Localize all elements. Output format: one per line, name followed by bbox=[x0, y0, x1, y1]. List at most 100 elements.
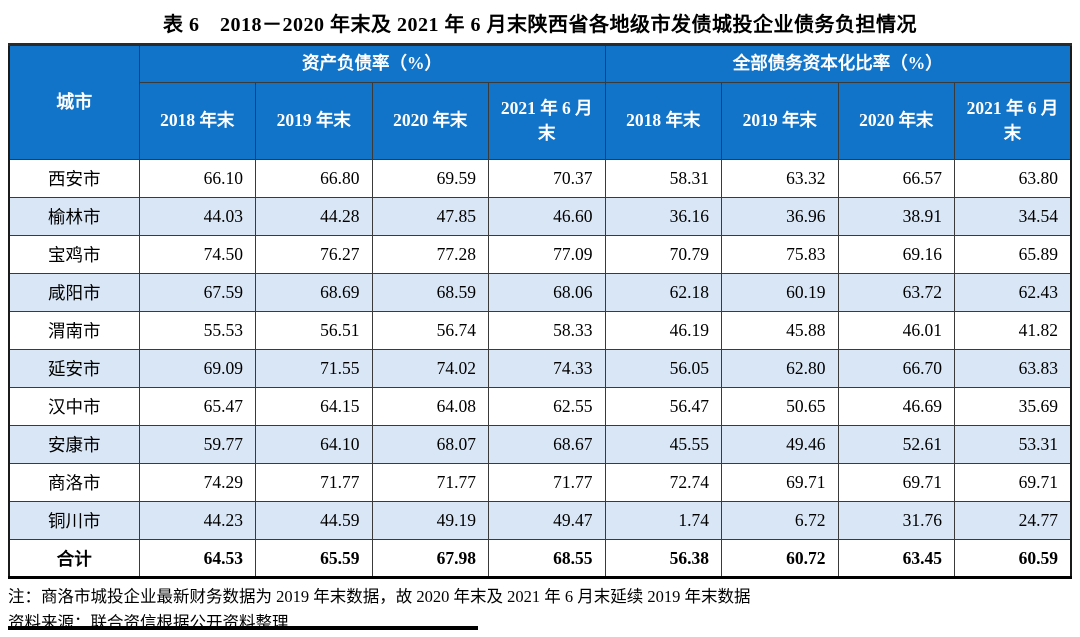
city-cell: 西安市 bbox=[8, 159, 140, 198]
period-header-dc-3: 2021 年 6 月末 bbox=[954, 82, 1072, 160]
table-row-7: 安康市 59.77 64.10 68.07 68.67 45.55 49.46 52.61 53… bbox=[8, 425, 1072, 464]
value-cell: 49.46 bbox=[721, 425, 839, 464]
value-cell: 62.18 bbox=[604, 273, 722, 312]
city-cell: 渭南市 bbox=[8, 311, 140, 350]
value-cell: 47.85 bbox=[371, 197, 489, 236]
value-cell: 63.32 bbox=[721, 159, 839, 198]
value-cell: 59.77 bbox=[138, 425, 256, 464]
value-cell: 63.72 bbox=[837, 273, 955, 312]
value-cell: 46.19 bbox=[604, 311, 722, 350]
value-cell: 38.91 bbox=[837, 197, 955, 236]
period-header-al-3: 2021 年 6 月末 bbox=[488, 82, 606, 160]
debt-burden-table: 城市 资产负债率（%） 全部债务资本化比率（%） 2018 年末 2019 年末 2… bbox=[8, 43, 1072, 579]
value-cell: 56.38 bbox=[604, 539, 722, 579]
city-cell: 宝鸡市 bbox=[8, 235, 140, 274]
value-cell: 76.27 bbox=[255, 235, 373, 274]
value-cell: 68.55 bbox=[488, 539, 606, 579]
value-cell: 69.59 bbox=[371, 159, 489, 198]
value-cell: 62.80 bbox=[721, 349, 839, 388]
table-row-5: 延安市 69.09 71.55 74.02 74.33 56.05 62.80 66.70 63… bbox=[8, 349, 1072, 388]
city-cell: 商洛市 bbox=[8, 463, 140, 502]
table-row-2: 宝鸡市 74.50 76.27 77.28 77.09 70.79 75.83 69.16 65… bbox=[8, 235, 1072, 274]
value-cell: 74.29 bbox=[138, 463, 256, 502]
table-header: 城市 资产负债率（%） 全部债务资本化比率（%） 2018 年末 2019 年末 2… bbox=[8, 44, 1072, 160]
table-row-total: 合计 64.53 65.59 67.98 68.55 56.38 60.72 63.45 60.… bbox=[8, 539, 1072, 579]
value-cell: 60.72 bbox=[721, 539, 839, 579]
group-header-debt-capitalization-ratio: 全部债务资本化比率（%） bbox=[604, 44, 1072, 83]
value-cell: 68.69 bbox=[255, 273, 373, 312]
value-cell: 58.31 bbox=[604, 159, 722, 198]
value-cell: 65.59 bbox=[255, 539, 373, 579]
value-cell: 69.09 bbox=[138, 349, 256, 388]
group-header-asset-liability-ratio: 资产负债率（%） bbox=[138, 44, 606, 83]
value-cell: 65.89 bbox=[954, 235, 1072, 274]
value-cell: 34.54 bbox=[954, 197, 1072, 236]
value-cell: 63.45 bbox=[837, 539, 955, 579]
value-cell: 62.55 bbox=[488, 387, 606, 426]
source-line: 资料来源：联合资信根据公开资料整理 bbox=[8, 613, 289, 633]
value-cell: 77.09 bbox=[488, 235, 606, 274]
value-cell: 53.31 bbox=[954, 425, 1072, 464]
value-cell: 69.71 bbox=[721, 463, 839, 502]
value-cell: 62.43 bbox=[954, 273, 1072, 312]
value-cell: 60.59 bbox=[954, 539, 1072, 579]
value-cell: 45.88 bbox=[721, 311, 839, 350]
value-cell: 49.47 bbox=[488, 501, 606, 540]
city-cell: 汉中市 bbox=[8, 387, 140, 426]
value-cell: 69.71 bbox=[837, 463, 955, 502]
note-line: 注：商洛市城投企业最新财务数据为 2019 年末数据，故 2020 年末及 20… bbox=[8, 587, 751, 606]
value-cell: 77.28 bbox=[371, 235, 489, 274]
period-header-al-2: 2020 年末 bbox=[371, 82, 489, 160]
value-cell: 74.02 bbox=[371, 349, 489, 388]
period-header-al-1: 2019 年末 bbox=[255, 82, 373, 160]
value-cell: 70.79 bbox=[604, 235, 722, 274]
table-row-3: 咸阳市 67.59 68.69 68.59 68.06 62.18 60.19 63.72 62… bbox=[8, 273, 1072, 312]
value-cell: 69.71 bbox=[954, 463, 1072, 502]
city-column-header: 城市 bbox=[8, 44, 140, 160]
value-cell: 60.19 bbox=[721, 273, 839, 312]
value-cell: 41.82 bbox=[954, 311, 1072, 350]
group-header-row: 城市 资产负债率（%） 全部债务资本化比率（%） bbox=[8, 44, 1072, 160]
value-cell: 46.60 bbox=[488, 197, 606, 236]
value-cell: 66.80 bbox=[255, 159, 373, 198]
value-cell: 64.08 bbox=[371, 387, 489, 426]
value-cell: 74.33 bbox=[488, 349, 606, 388]
value-cell: 74.50 bbox=[138, 235, 256, 274]
value-cell: 68.06 bbox=[488, 273, 606, 312]
value-cell: 6.72 bbox=[721, 501, 839, 540]
value-cell: 46.69 bbox=[837, 387, 955, 426]
value-cell: 66.10 bbox=[138, 159, 256, 198]
table-row-8: 商洛市 74.29 71.77 71.77 71.77 72.74 69.71 69.71 69… bbox=[8, 463, 1072, 502]
period-header-dc-0: 2018 年末 bbox=[604, 82, 722, 160]
value-cell: 56.05 bbox=[604, 349, 722, 388]
value-cell: 50.65 bbox=[721, 387, 839, 426]
value-cell: 58.33 bbox=[488, 311, 606, 350]
value-cell: 56.47 bbox=[604, 387, 722, 426]
value-cell: 65.47 bbox=[138, 387, 256, 426]
bottom-divider bbox=[8, 626, 478, 630]
value-cell: 46.01 bbox=[837, 311, 955, 350]
period-header-dc-1: 2019 年末 bbox=[721, 82, 839, 160]
city-cell: 铜川市 bbox=[8, 501, 140, 540]
period-header-al-0: 2018 年末 bbox=[138, 82, 256, 160]
value-cell: 71.55 bbox=[255, 349, 373, 388]
value-cell: 64.10 bbox=[255, 425, 373, 464]
value-cell: 70.37 bbox=[488, 159, 606, 198]
value-cell: 36.16 bbox=[604, 197, 722, 236]
value-cell: 69.16 bbox=[837, 235, 955, 274]
value-cell: 44.03 bbox=[138, 197, 256, 236]
value-cell: 56.74 bbox=[371, 311, 489, 350]
value-cell: 36.96 bbox=[721, 197, 839, 236]
table-body: 西安市 66.10 66.80 69.59 70.37 58.31 63.32 66.57 63… bbox=[8, 159, 1072, 579]
value-cell: 66.57 bbox=[837, 159, 955, 198]
value-cell: 71.77 bbox=[255, 463, 373, 502]
value-cell: 67.59 bbox=[138, 273, 256, 312]
value-cell: 71.77 bbox=[371, 463, 489, 502]
value-cell: 44.59 bbox=[255, 501, 373, 540]
value-cell: 63.83 bbox=[954, 349, 1072, 388]
table-row-9: 铜川市 44.23 44.59 49.19 49.47 1.74 6.72 31.76 24.7… bbox=[8, 501, 1072, 540]
value-cell: 31.76 bbox=[837, 501, 955, 540]
value-cell: 45.55 bbox=[604, 425, 722, 464]
value-cell: 44.28 bbox=[255, 197, 373, 236]
value-cell: 44.23 bbox=[138, 501, 256, 540]
